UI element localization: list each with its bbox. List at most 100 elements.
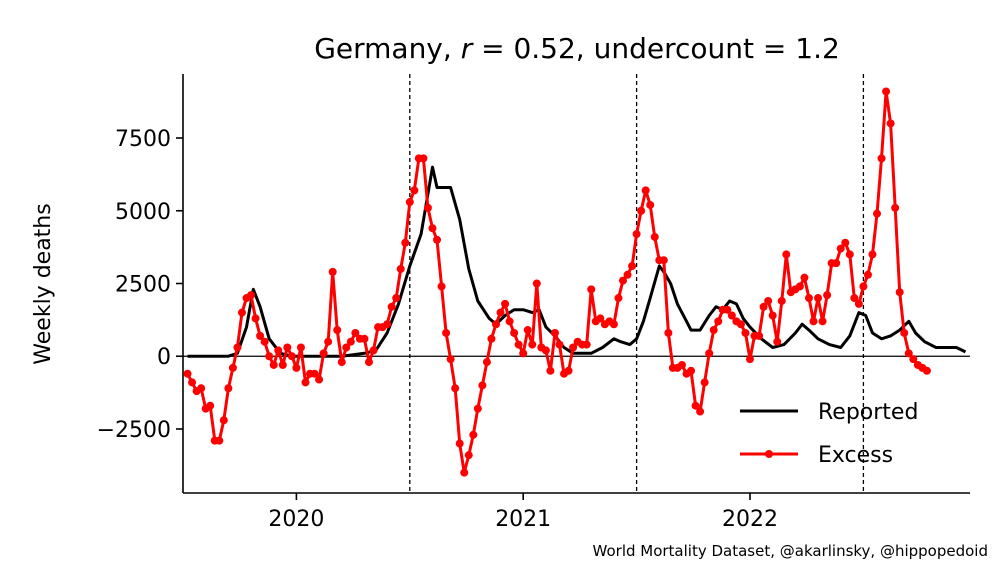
data-point-excess-102	[646, 200, 655, 209]
data-point-excess-94	[609, 320, 618, 329]
x-tick-label-1: 2021	[495, 507, 551, 532]
x-tick-label-2: 2022	[722, 507, 778, 532]
data-point-excess-63	[469, 430, 478, 439]
data-point-excess-130	[773, 337, 782, 346]
data-point-excess-56	[437, 282, 446, 291]
data-point-excess-74	[519, 349, 528, 358]
data-point-excess-14	[247, 291, 256, 300]
data-point-excess-17	[260, 337, 269, 346]
data-point-excess-154	[882, 87, 891, 96]
data-point-excess-109	[677, 360, 686, 369]
data-point-excess-60	[455, 439, 464, 448]
data-point-excess-160	[909, 355, 918, 364]
data-point-excess-131	[777, 296, 786, 305]
data-point-excess-120	[727, 311, 736, 320]
data-point-excess-40	[364, 358, 373, 367]
data-point-excess-9	[224, 384, 233, 393]
data-point-excess-163	[922, 366, 931, 375]
data-point-excess-8	[219, 416, 228, 425]
data-point-excess-65	[478, 381, 487, 390]
data-point-excess-106	[664, 328, 673, 337]
data-point-excess-82	[555, 340, 564, 349]
data-point-excess-112	[691, 401, 700, 410]
data-point-excess-24	[292, 363, 301, 372]
data-point-excess-152	[873, 209, 882, 218]
data-point-excess-55	[433, 235, 442, 244]
data-point-excess-62	[464, 451, 473, 460]
data-point-excess-69	[496, 308, 505, 317]
data-point-excess-140	[818, 317, 827, 326]
data-point-excess-12	[237, 308, 246, 317]
plot-area: −2500 0 2500 5000 7500 2020 2021 2022	[97, 74, 970, 532]
data-point-excess-95	[614, 294, 623, 303]
data-point-excess-127	[759, 302, 768, 311]
data-point-excess-5	[206, 401, 215, 410]
data-point-excess-126	[755, 331, 764, 340]
data-point-excess-111	[687, 366, 696, 375]
data-point-excess-50	[410, 186, 419, 195]
data-point-excess-77	[532, 279, 541, 288]
data-point-excess-79	[541, 346, 550, 355]
data-point-excess-145	[841, 238, 850, 247]
data-point-excess-71	[505, 317, 514, 326]
data-point-excess-25	[296, 343, 305, 352]
data-point-excess-1	[188, 378, 197, 387]
data-point-excess-66	[482, 358, 491, 367]
data-point-excess-113	[696, 407, 705, 416]
chart-title-country: Germany,	[314, 32, 461, 65]
data-point-excess-33	[333, 326, 342, 335]
data-point-excess-155	[886, 119, 895, 128]
y-tick-label-1: 0	[157, 345, 171, 370]
data-point-excess-75	[523, 326, 532, 335]
data-point-excess-139	[814, 294, 823, 303]
data-point-excess-105	[659, 256, 668, 265]
data-point-excess-135	[795, 282, 804, 291]
data-point-excess-150	[863, 270, 872, 279]
data-point-excess-20	[274, 346, 283, 355]
data-point-excess-103	[650, 232, 659, 241]
data-point-excess-31	[324, 337, 333, 346]
data-point-excess-28	[310, 369, 319, 378]
data-point-excess-73	[514, 340, 523, 349]
data-point-excess-45	[387, 302, 396, 311]
data-point-excess-138	[809, 317, 818, 326]
data-point-excess-158	[900, 328, 909, 337]
x-tick-label-0: 2020	[268, 507, 324, 532]
data-point-excess-15	[251, 314, 260, 323]
data-point-excess-52	[419, 154, 428, 163]
data-point-excess-137	[804, 294, 813, 303]
data-point-excess-0	[183, 369, 192, 378]
data-point-excess-35	[342, 343, 351, 352]
data-point-excess-67	[487, 334, 496, 343]
data-point-excess-32	[328, 267, 337, 276]
data-point-excess-147	[850, 294, 859, 303]
data-point-excess-116	[709, 326, 718, 335]
data-point-excess-88	[582, 340, 591, 349]
data-point-excess-11	[233, 343, 242, 352]
credit-text: World Mortality Dataset, @akarlinsky, @h…	[593, 542, 988, 560]
data-point-excess-156	[891, 203, 900, 212]
data-point-excess-34	[337, 358, 346, 367]
data-point-excess-16	[256, 331, 265, 340]
data-point-excess-3	[197, 384, 206, 393]
data-point-excess-70	[501, 299, 510, 308]
chart-title-rest: = 0.52, undercount = 1.2	[472, 32, 840, 65]
data-point-excess-81	[550, 328, 559, 337]
data-point-excess-98	[628, 262, 637, 271]
data-point-excess-153	[877, 154, 886, 163]
data-point-excess-19	[269, 360, 278, 369]
y-tick-label-3: 5000	[115, 200, 171, 225]
legend-label-excess: Excess	[818, 443, 893, 468]
chart-title-r-symbol: r	[461, 32, 474, 65]
data-point-excess-122	[736, 320, 745, 329]
legend-label-reported: Reported	[818, 400, 918, 425]
y-tick-label-0: −2500	[97, 418, 171, 443]
data-point-excess-22	[283, 343, 292, 352]
data-point-excess-119	[723, 305, 732, 314]
data-point-excess-47	[396, 264, 405, 273]
data-point-excess-149	[859, 282, 868, 291]
data-point-excess-72	[510, 328, 519, 337]
data-point-excess-36	[346, 337, 355, 346]
data-point-excess-136	[800, 273, 809, 282]
data-point-excess-143	[832, 259, 841, 268]
